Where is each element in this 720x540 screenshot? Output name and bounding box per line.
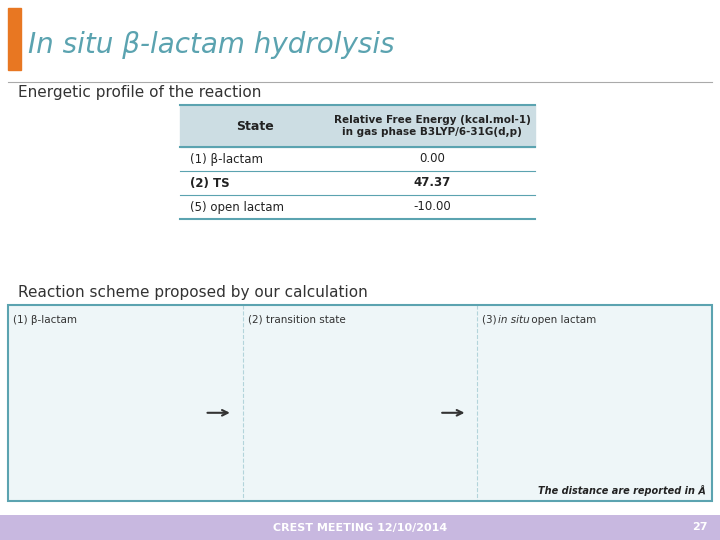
Text: 47.37: 47.37 — [413, 177, 451, 190]
Text: The distance are reported in Å: The distance are reported in Å — [538, 485, 706, 496]
Text: open lactam: open lactam — [528, 315, 597, 325]
Text: Reaction scheme proposed by our calculation: Reaction scheme proposed by our calculat… — [18, 285, 368, 300]
Bar — [0, 515, 720, 540]
Text: CREST MEETING 12/10/2014: CREST MEETING 12/10/2014 — [273, 523, 447, 532]
Text: (1) β-lactam: (1) β-lactam — [13, 315, 77, 325]
Text: (5) open lactam: (5) open lactam — [190, 200, 284, 213]
Bar — [180, 105, 535, 147]
Text: -10.00: -10.00 — [413, 200, 451, 213]
Text: (2) transition state: (2) transition state — [248, 315, 346, 325]
Text: State: State — [235, 119, 274, 132]
Text: (2) TS: (2) TS — [190, 177, 230, 190]
Text: (3): (3) — [482, 315, 500, 325]
Bar — [8, 305, 712, 501]
Text: 0.00: 0.00 — [419, 152, 445, 165]
Text: In situ β-lactam hydrolysis: In situ β-lactam hydrolysis — [28, 31, 395, 59]
Text: in gas phase B3LYP/6-31G(d,p): in gas phase B3LYP/6-31G(d,p) — [342, 127, 522, 137]
Text: (1) β-lactam: (1) β-lactam — [190, 152, 263, 165]
Text: in situ: in situ — [498, 315, 530, 325]
Text: Relative Free Energy (kcal.mol-1): Relative Free Energy (kcal.mol-1) — [333, 115, 531, 125]
Text: Energetic profile of the reaction: Energetic profile of the reaction — [18, 85, 261, 100]
Bar — [8, 8, 21, 70]
Text: 27: 27 — [692, 523, 708, 532]
